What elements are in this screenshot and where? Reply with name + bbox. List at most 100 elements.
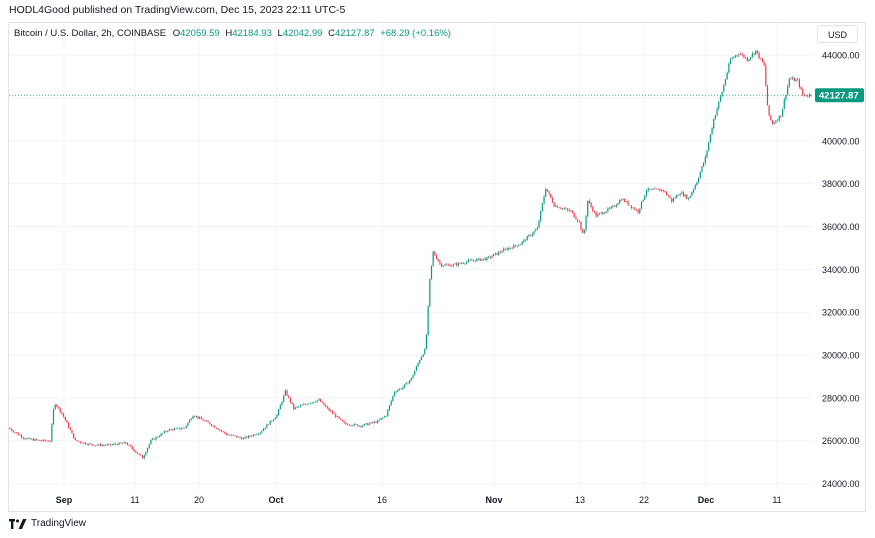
x-tick-label: 11 — [772, 495, 781, 505]
candle-body — [178, 427, 181, 430]
candle-body — [299, 405, 302, 407]
candle-body — [536, 227, 538, 230]
candle-body — [790, 78, 792, 80]
candle-body — [551, 197, 554, 203]
candle-body — [538, 220, 540, 228]
candle-body — [68, 422, 70, 428]
x-tick-label: 13 — [575, 495, 585, 505]
candle-body — [141, 455, 144, 459]
candle-body — [415, 366, 417, 371]
footer: TradingView — [9, 518, 86, 529]
candle-body — [603, 212, 606, 214]
x-tick-label: 20 — [194, 495, 204, 505]
candle-body — [634, 207, 636, 210]
candle-body — [573, 212, 575, 218]
candle-body — [787, 86, 789, 95]
candle-body — [286, 390, 288, 396]
candle-body — [417, 363, 419, 367]
candle-body — [479, 258, 481, 261]
candle-body — [363, 424, 365, 426]
candle-body — [101, 445, 103, 446]
candle-body — [422, 354, 424, 357]
candle-body — [254, 434, 256, 436]
candle-body — [385, 415, 387, 417]
candle-body — [224, 431, 226, 434]
candle-body — [427, 306, 429, 335]
candle-body — [215, 427, 218, 429]
candle-body — [619, 200, 621, 204]
candle-body — [541, 203, 543, 212]
chart-frame — [8, 22, 866, 512]
candle-body — [459, 262, 461, 264]
candle-body — [309, 402, 312, 404]
candle-body — [311, 402, 313, 403]
candle-body — [351, 425, 354, 427]
candle-body — [694, 185, 696, 190]
x-tick-label: Oct — [268, 495, 283, 505]
candle-body — [432, 251, 434, 266]
candle-body — [281, 401, 283, 406]
candle-body — [378, 419, 381, 421]
candle-body — [773, 122, 775, 124]
candle-body — [212, 425, 214, 427]
candle-body — [469, 259, 471, 261]
candle-body — [331, 411, 333, 414]
candle-body — [627, 201, 629, 205]
candle-body — [15, 432, 18, 434]
candle-body — [338, 416, 340, 419]
candle-body — [484, 258, 486, 261]
candle-body — [42, 439, 45, 441]
candle-body — [548, 191, 550, 194]
candle-body — [706, 150, 708, 157]
candle-body — [625, 201, 627, 202]
candle-body — [802, 89, 804, 96]
candle-body — [225, 433, 228, 435]
candle-body — [257, 433, 260, 435]
price-axis: 24000.00 26000.00 28000.00 30000.00 32000.00… — [822, 51, 860, 489]
candle-body — [728, 64, 730, 73]
candle-body — [687, 198, 690, 199]
change-value: +68.29 (+0.16%) — [380, 28, 451, 39]
candle-body — [726, 72, 728, 80]
candle-body — [367, 423, 369, 425]
candle-body — [393, 391, 396, 397]
candle-body — [296, 406, 298, 408]
candle-body — [716, 108, 718, 116]
candle-body — [666, 191, 668, 195]
candle-body — [800, 86, 802, 90]
currency-button[interactable]: USD — [817, 25, 858, 43]
candle-body — [73, 433, 75, 439]
y-tick-label: 34000.00 — [822, 265, 860, 275]
candle-body — [246, 436, 248, 438]
candle-body — [197, 416, 199, 419]
candle-body — [204, 420, 206, 422]
candle-body — [639, 208, 641, 213]
candle-body — [412, 375, 414, 378]
candle-body — [494, 253, 496, 255]
candle-body — [768, 105, 770, 116]
candle-body — [734, 55, 737, 58]
candle-body — [52, 409, 55, 425]
candle-body — [721, 91, 723, 97]
candle-body — [612, 205, 614, 207]
candle-body — [405, 382, 407, 385]
candle-body — [230, 434, 233, 436]
candle-body — [298, 406, 300, 408]
candle-body — [131, 446, 134, 450]
candle-body — [667, 194, 669, 197]
candle-body — [608, 208, 611, 209]
candle-body — [723, 85, 725, 92]
candle-body — [566, 208, 569, 210]
last-price-badge-bg — [815, 88, 864, 103]
candle-body — [46, 440, 48, 442]
candle-body — [467, 259, 470, 262]
candle-body — [540, 211, 542, 221]
candle-body — [17, 432, 19, 435]
candle-body — [316, 400, 318, 402]
candle-body — [283, 395, 285, 402]
high-label: H — [225, 28, 233, 39]
candle-body — [103, 445, 105, 446]
candle-body — [677, 195, 680, 196]
candle-body — [442, 265, 444, 267]
